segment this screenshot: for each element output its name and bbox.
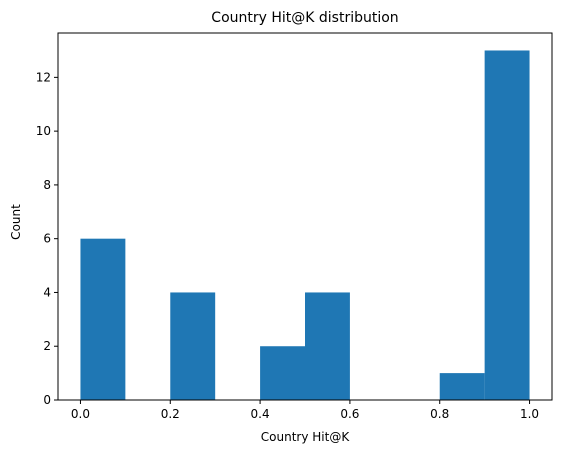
histogram-bar-2 xyxy=(170,292,216,400)
histogram-bar-8 xyxy=(439,373,485,400)
x-tick-label-4: 0.8 xyxy=(430,407,449,421)
histogram-bar-9 xyxy=(484,50,530,400)
chart-title: Country Hit@K distribution xyxy=(211,10,398,26)
x-tick-label-3: 0.6 xyxy=(340,407,359,421)
histogram-bar-0 xyxy=(80,238,126,400)
x-axis-ticks: 0.0 0.2 0.4 0.6 0.8 1.0 xyxy=(71,400,539,421)
y-tick-label-1: 2 xyxy=(43,339,51,353)
y-axis-ticks: 0 2 4 6 8 10 12 xyxy=(36,70,58,407)
plot-frame xyxy=(57,32,553,401)
y-tick-label-5: 10 xyxy=(36,124,51,138)
y-tick-label-3: 6 xyxy=(43,232,51,246)
histogram-bar-4 xyxy=(260,346,305,400)
x-tick-label-0: 0.0 xyxy=(71,407,90,421)
bars-group xyxy=(80,50,530,400)
histogram-bar-5 xyxy=(305,292,350,400)
x-tick-label-5: 1.0 xyxy=(520,407,539,421)
y-tick-label-0: 0 xyxy=(43,393,51,407)
x-axis-label: Country Hit@K xyxy=(261,430,351,444)
y-tick-label-2: 4 xyxy=(43,285,51,299)
x-tick-label-1: 0.2 xyxy=(161,407,180,421)
x-tick-label-2: 0.4 xyxy=(251,407,270,421)
y-tick-label-6: 12 xyxy=(36,70,51,84)
y-axis-label: Count xyxy=(9,204,23,240)
y-tick-label-4: 8 xyxy=(43,178,51,192)
